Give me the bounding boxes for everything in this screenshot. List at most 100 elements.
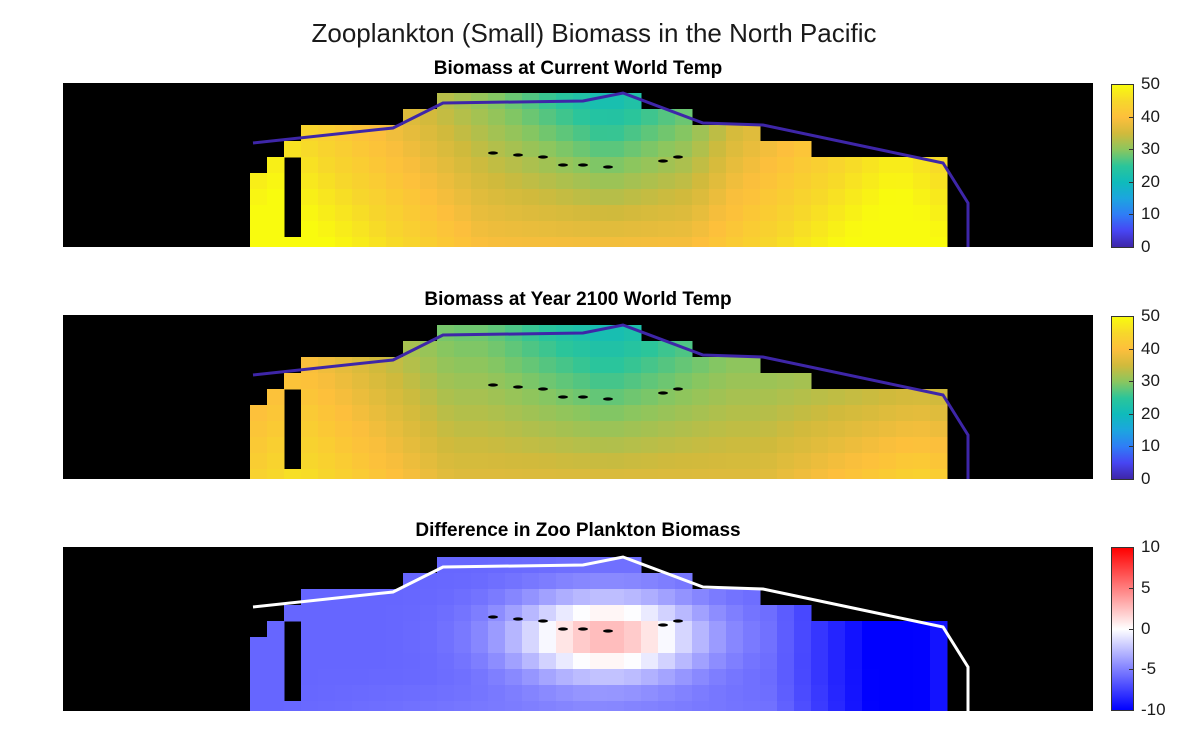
heatmap-cell	[437, 373, 455, 390]
heatmap-cell	[760, 421, 778, 438]
heatmap-cell	[267, 237, 285, 247]
heatmap-cell	[556, 701, 574, 711]
heatmap-cell	[726, 437, 744, 454]
heatmap-cell	[624, 437, 642, 454]
heatmap-cell	[930, 701, 948, 711]
heatmap-cell	[352, 621, 370, 638]
heatmap-cell	[335, 469, 353, 479]
heatmap-cell	[607, 141, 625, 158]
heatmap-cell	[301, 173, 319, 190]
heatmap-cell	[607, 173, 625, 190]
heatmap-cell	[573, 357, 591, 374]
heatmap-cell	[641, 125, 659, 142]
heatmap-cell	[845, 653, 863, 670]
heatmap-cell	[590, 221, 608, 238]
heatmap-cell	[403, 141, 421, 158]
heatmap-cell	[386, 173, 404, 190]
heatmap-cell	[539, 237, 557, 247]
heatmap-cell	[335, 205, 353, 222]
heatmap-cell	[845, 701, 863, 711]
heatmap-cell	[386, 605, 404, 622]
heatmap-cell	[743, 157, 761, 174]
heatmap-cell	[267, 685, 285, 702]
heatmap-cell	[318, 189, 336, 206]
heatmap-cell	[879, 437, 897, 454]
heatmap-cell	[505, 469, 523, 479]
heatmap-cell	[896, 157, 914, 174]
heatmap-cell	[913, 405, 931, 422]
coastline	[252, 91, 970, 247]
heatmap-cell	[709, 653, 727, 670]
heatmap-cell	[709, 205, 727, 222]
heatmap-cell	[896, 685, 914, 702]
heatmap-cell	[301, 237, 319, 247]
heatmap-cell	[267, 469, 285, 479]
heatmap-cell	[794, 405, 812, 422]
heatmap-cell	[913, 469, 931, 479]
heatmap-cell	[913, 237, 931, 247]
heatmap-cell	[420, 653, 438, 670]
heatmap-cell	[471, 373, 489, 390]
heatmap-cell	[709, 621, 727, 638]
heatmap-cell	[607, 453, 625, 470]
heatmap-cell	[607, 205, 625, 222]
heatmap-cell	[607, 605, 625, 622]
heatmap-cell	[505, 357, 523, 374]
heatmap-cell	[777, 605, 795, 622]
coastline	[252, 323, 970, 479]
heatmap-cell	[896, 437, 914, 454]
heatmap-cell	[760, 653, 778, 670]
heatmap-cell	[522, 701, 540, 711]
heatmap-cell	[267, 653, 285, 670]
heatmap-cell	[335, 701, 353, 711]
heatmap-cell	[318, 221, 336, 238]
panel2-colorbar-tick-mark	[1129, 446, 1133, 448]
heatmap-cell	[845, 237, 863, 247]
heatmap-cell	[590, 421, 608, 438]
heatmap-cell	[658, 701, 676, 711]
panel1-colorbar-tick-label: 0	[1141, 237, 1151, 256]
heatmap-cell	[250, 701, 268, 711]
heatmap-cell	[692, 205, 710, 222]
heatmap-cell	[913, 669, 931, 686]
heatmap-cell	[709, 685, 727, 702]
heatmap-cell	[522, 205, 540, 222]
heatmap-cell	[403, 605, 421, 622]
heatmap-cell	[250, 469, 268, 479]
heatmap-cell	[573, 453, 591, 470]
heatmap-cell	[505, 141, 523, 158]
heatmap-cell	[454, 637, 472, 654]
heatmap-cell	[709, 421, 727, 438]
heatmap-cell	[318, 205, 336, 222]
heatmap-cell	[488, 357, 506, 374]
heatmap-cell	[335, 221, 353, 238]
heatmap-cell	[692, 389, 710, 406]
heatmap-cell	[862, 221, 880, 238]
heatmap-cell	[505, 389, 523, 406]
heatmap-cell	[675, 605, 693, 622]
heatmap-cell	[437, 237, 455, 247]
heatmap-cell	[828, 157, 846, 174]
heatmap-cell	[352, 421, 370, 438]
heatmap-cell	[471, 405, 489, 422]
heatmap-cell	[505, 157, 523, 174]
coastline	[252, 555, 970, 711]
heatmap-cell	[828, 421, 846, 438]
heatmap-cell	[318, 173, 336, 190]
heatmap-cell	[692, 157, 710, 174]
heatmap-cell	[437, 325, 455, 342]
heatmap-cell	[420, 437, 438, 454]
heatmap-cell	[777, 221, 795, 238]
heatmap-cell	[471, 237, 489, 247]
heatmap-cell	[607, 557, 625, 574]
heatmap-cell	[641, 405, 659, 422]
heatmap-cell	[539, 357, 557, 374]
heatmap-cell	[896, 469, 914, 479]
heatmap-cell	[862, 669, 880, 686]
heatmap-cell	[709, 589, 727, 606]
heatmap-cell	[777, 205, 795, 222]
heatmap-cell	[522, 573, 540, 590]
heatmap-cell	[641, 701, 659, 711]
heatmap-cell	[403, 653, 421, 670]
